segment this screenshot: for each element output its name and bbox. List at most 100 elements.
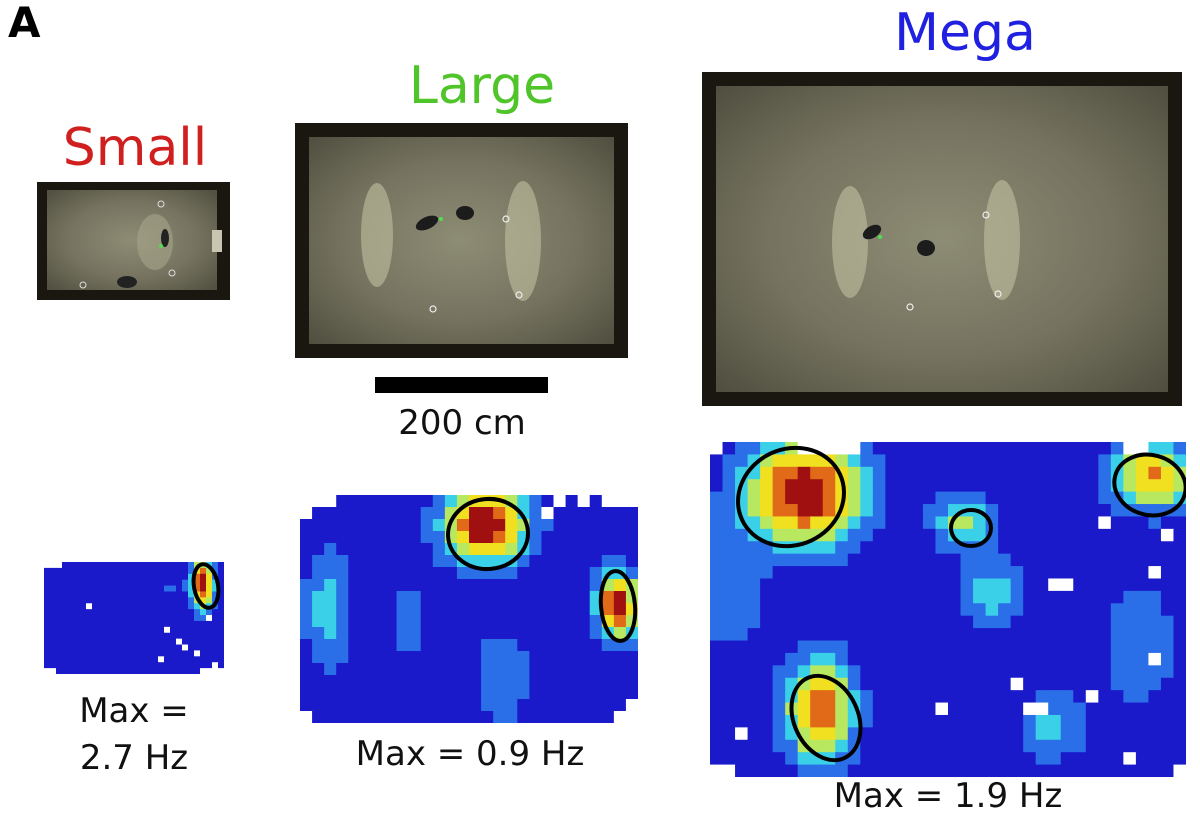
small-map-cell xyxy=(164,626,171,634)
large-map-cell xyxy=(456,567,470,580)
mega-map-cell xyxy=(885,640,899,654)
small-map-cell xyxy=(104,591,111,598)
small-map-cell xyxy=(212,585,219,593)
mega-map-cell xyxy=(747,640,761,654)
mega-map-cell xyxy=(810,640,824,654)
large-map-cell xyxy=(553,507,567,520)
large-map-cell xyxy=(565,627,579,640)
mega-map-cell xyxy=(835,739,849,753)
small-map-cell xyxy=(74,626,81,634)
small-map-cell xyxy=(134,668,141,674)
small-map-cell xyxy=(116,603,123,610)
small-map-cell xyxy=(104,668,111,674)
small-map-cell xyxy=(134,662,141,669)
small-map-cell xyxy=(98,562,105,569)
mega-map-cell xyxy=(973,603,987,617)
large-map-cell xyxy=(589,651,603,664)
mega-map-cell xyxy=(922,479,937,493)
mega-map-cell xyxy=(847,528,861,542)
mega-map-cell xyxy=(897,603,912,617)
large-map-cell xyxy=(372,531,386,544)
small-map-cell xyxy=(62,567,69,575)
mega-map-cell xyxy=(1123,739,1137,753)
large-map-cell xyxy=(589,531,603,544)
mega-map-cell xyxy=(1023,454,1037,468)
mega-map-cell xyxy=(910,541,924,555)
large-map-cell xyxy=(408,615,422,628)
mega-map-cell xyxy=(747,541,761,555)
mega-map-cell xyxy=(1073,528,1087,542)
mega-map-cell xyxy=(1160,640,1175,654)
small-map-cell xyxy=(56,609,63,616)
mega-map-cell xyxy=(1023,764,1037,777)
small-map-cell xyxy=(92,626,99,634)
mega-map-cell xyxy=(735,528,749,542)
large-map-cell xyxy=(300,531,313,544)
small-map-cell xyxy=(86,668,93,674)
mega-map-cell xyxy=(735,702,749,716)
mega-map-cell xyxy=(1060,714,1074,728)
small-map-cell xyxy=(212,662,219,669)
mega-map-cell xyxy=(910,553,924,567)
large-map-cell xyxy=(408,675,422,688)
large-map-cell xyxy=(300,675,313,688)
mega-map-cell xyxy=(1060,442,1074,456)
large-map-cell xyxy=(360,543,374,556)
mega-map-cell xyxy=(760,714,774,728)
mega-map-cell xyxy=(935,752,949,766)
mega-map-cell xyxy=(747,578,761,592)
mega-map-cell xyxy=(872,752,886,766)
mega-map-cell xyxy=(835,566,849,580)
large-map-cell xyxy=(577,615,591,628)
mega-map-cell xyxy=(722,479,736,493)
mega-map-cell xyxy=(1098,454,1112,468)
mega-map-cell xyxy=(797,702,811,716)
large-map-cell xyxy=(613,627,627,640)
small-map-cell xyxy=(116,573,123,581)
mega-map-cell xyxy=(1098,466,1112,480)
mega-map-cell xyxy=(1048,690,1062,704)
mega-map-cell xyxy=(872,603,886,617)
mega-map-cell xyxy=(760,752,774,766)
small-map-cell xyxy=(170,626,177,634)
large-map-cell xyxy=(565,711,579,723)
small-map-cell xyxy=(170,579,177,587)
mega-map-cell xyxy=(747,677,761,691)
mega-map-cell xyxy=(1148,677,1162,691)
small-map-cell xyxy=(218,585,224,593)
mega-map-cell xyxy=(1148,479,1162,493)
mega-map-cell xyxy=(1073,677,1087,691)
large-map-cell xyxy=(589,519,603,532)
large-map-cell xyxy=(601,639,615,652)
mega-map-cell xyxy=(1135,677,1150,691)
large-map-cell xyxy=(396,687,410,700)
small-map-cell xyxy=(98,644,105,652)
large-map-cell xyxy=(420,555,434,568)
mega-map-cell xyxy=(1010,479,1024,493)
large-map-cell xyxy=(300,711,313,723)
small-map-cell xyxy=(146,579,153,587)
mega-map-cell xyxy=(1035,677,1049,691)
large-map-cell xyxy=(517,663,530,676)
mega-map-cell xyxy=(885,504,899,518)
small-map-cell xyxy=(110,650,117,657)
large-map-cell xyxy=(469,639,482,652)
small-map-cell xyxy=(170,562,177,569)
large-map-cell xyxy=(444,615,458,628)
large-map-cell xyxy=(481,531,494,544)
small-map-cell xyxy=(200,626,207,634)
small-map-cell xyxy=(128,620,135,628)
mega-map-cell xyxy=(810,479,824,493)
large-map-cell xyxy=(577,687,591,700)
mega-map-cell xyxy=(948,466,962,480)
large-map-cell xyxy=(493,627,506,640)
mega-map-cell xyxy=(973,739,987,753)
large-map-cell xyxy=(505,531,518,544)
small-map-cell xyxy=(110,609,117,616)
small-map-cell xyxy=(104,638,111,646)
mega-map-cell xyxy=(1123,516,1137,530)
small-map-cell xyxy=(68,626,75,634)
large-max-label: Max = 0.9 Hz xyxy=(355,734,585,774)
large-map-cell xyxy=(372,699,386,712)
mega-map-cell xyxy=(1073,764,1087,777)
